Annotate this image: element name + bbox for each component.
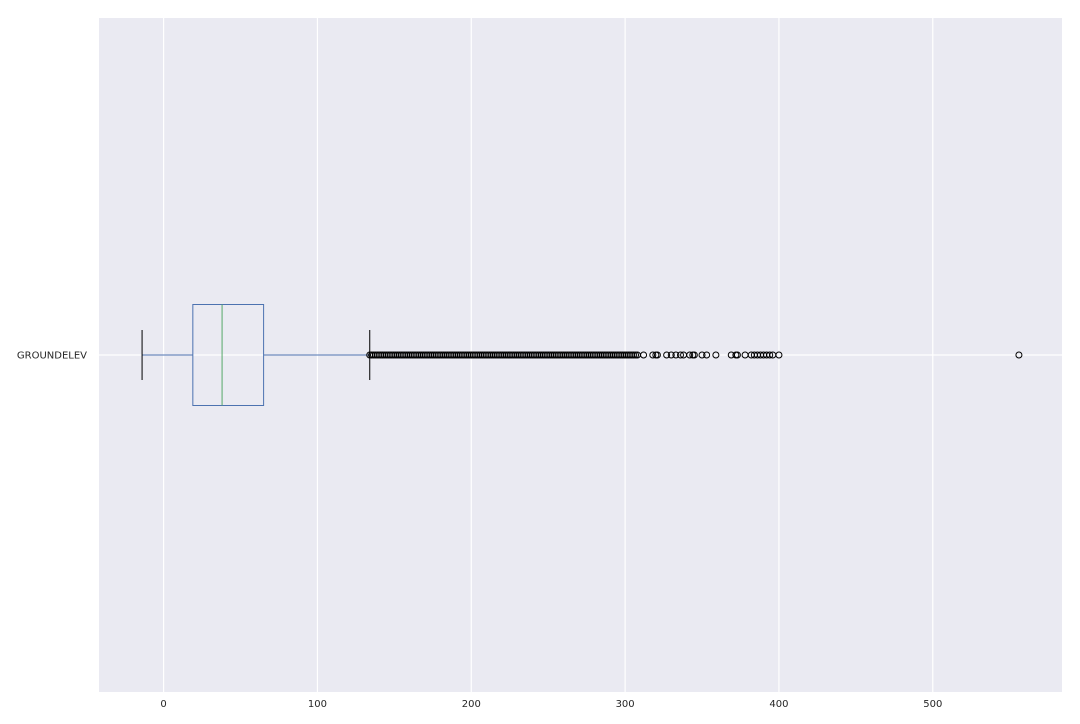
- outlier-point: [663, 351, 671, 359]
- x-tick-label: 0: [160, 699, 166, 710]
- outlier-point: [632, 351, 640, 359]
- y-category-labels: GROUNDELEV: [17, 351, 87, 362]
- box-layer: [141, 304, 371, 406]
- outlier-point: [733, 351, 741, 359]
- outlier-layer: [366, 351, 1023, 359]
- x-tick-label: 500: [923, 699, 942, 710]
- outlier-point: [653, 351, 661, 359]
- outlier-point: [766, 351, 774, 359]
- x-tick-label: 400: [769, 699, 788, 710]
- outlier-point: [640, 351, 648, 359]
- outlier-point: [649, 351, 657, 359]
- x-tick-label: 100: [308, 699, 327, 710]
- outlier-point: [630, 351, 638, 359]
- x-tick-label: 200: [462, 699, 481, 710]
- outlier-point: [703, 351, 711, 359]
- y-category-label: GROUNDELEV: [17, 351, 87, 362]
- outlier-point: [667, 351, 675, 359]
- outlier-point: [698, 351, 706, 359]
- iqr-box: [192, 304, 265, 406]
- outlier-point: [676, 351, 684, 359]
- outlier-point: [1015, 351, 1023, 359]
- x-tick-labels: 0 100 200 300 400 500: [160, 699, 942, 710]
- x-tick-label: 300: [616, 699, 635, 710]
- outlier-point: [712, 351, 720, 359]
- outlier-point: [672, 351, 680, 359]
- outlier-point: [775, 351, 783, 359]
- outlier-point: [690, 351, 698, 359]
- outlier-point: [686, 351, 694, 359]
